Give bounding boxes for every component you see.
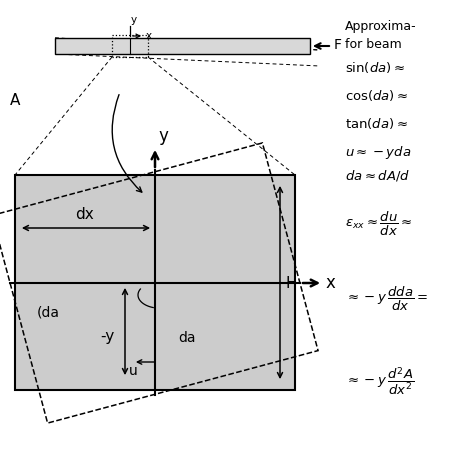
- Bar: [55, 38, 310, 54]
- Text: dx: dx: [76, 207, 94, 222]
- Text: (da: (da: [37, 305, 60, 319]
- Bar: [15, 175, 295, 390]
- Text: da: da: [178, 331, 195, 345]
- Text: -y: -y: [100, 329, 114, 344]
- Text: $u\approx-yda$: $u\approx-yda$: [345, 144, 411, 161]
- Text: y: y: [131, 15, 137, 25]
- Text: u: u: [128, 364, 137, 378]
- Text: y: y: [158, 127, 168, 145]
- Text: x: x: [326, 274, 336, 292]
- Text: $\approx-y\,\dfrac{d^{2}A}{dx^{2}}$: $\approx-y\,\dfrac{d^{2}A}{dx^{2}}$: [345, 365, 414, 397]
- Text: A: A: [10, 92, 20, 108]
- Text: for beam: for beam: [345, 38, 402, 51]
- Text: $\varepsilon_{xx}\approx\dfrac{du}{dx}\approx$: $\varepsilon_{xx}\approx\dfrac{du}{dx}\a…: [345, 210, 412, 238]
- Text: $da\approx dA/d$: $da\approx dA/d$: [345, 168, 410, 183]
- Text: x: x: [146, 31, 152, 41]
- Text: F: F: [334, 38, 342, 52]
- Text: $\cos\!\left(da\right)\approx$: $\cos\!\left(da\right)\approx$: [345, 88, 409, 103]
- Text: $\tan\!\left(da\right)\approx$: $\tan\!\left(da\right)\approx$: [345, 116, 408, 131]
- Text: $\approx-y\,\dfrac{dda}{dx}=$: $\approx-y\,\dfrac{dda}{dx}=$: [345, 285, 428, 313]
- Text: H: H: [286, 275, 298, 291]
- Text: Approxima-: Approxima-: [345, 20, 417, 33]
- Bar: [112, 35, 148, 57]
- Text: $\sin\!\left(da\right)\approx$: $\sin\!\left(da\right)\approx$: [345, 60, 405, 75]
